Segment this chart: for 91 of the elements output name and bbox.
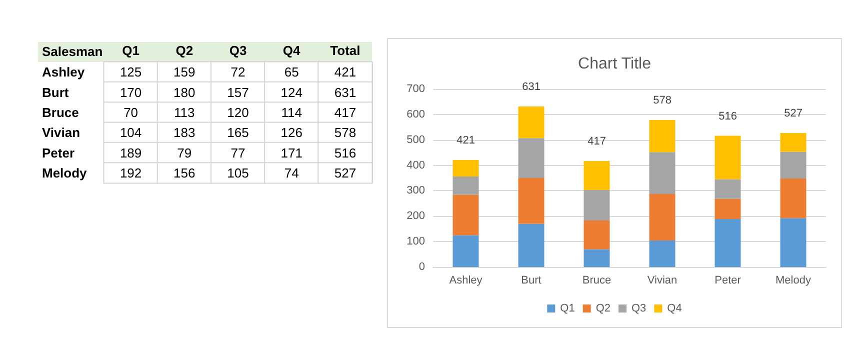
bar [518, 138, 544, 178]
y-tick-label: 200 [406, 210, 425, 222]
data-label: 516 [334, 145, 356, 160]
x-tick-label: Peter [714, 274, 742, 286]
total-label: 578 [653, 94, 672, 107]
bar [714, 136, 741, 180]
y-tick-label: Melody [42, 165, 88, 180]
y-tick-label: 400 [406, 159, 425, 172]
x-tick-label: Q1 [122, 43, 140, 58]
x-tick-label: Ashley [449, 274, 483, 286]
bar [452, 160, 479, 176]
x-tick-label: Bruce [582, 274, 612, 286]
y-tick-label: 700 [406, 83, 425, 95]
data-label: 170 [120, 84, 142, 100]
data-label: 157 [227, 84, 249, 100]
bar [780, 132, 806, 152]
data-label: 183 [174, 125, 196, 140]
data-label: 113 [174, 104, 195, 120]
total-label: 417 [588, 135, 606, 148]
data-label: 165 [227, 125, 249, 140]
bar [649, 194, 676, 241]
bar [584, 249, 610, 267]
bar [584, 220, 610, 250]
bar [584, 160, 610, 190]
data-label: 72 [230, 64, 246, 80]
chart-title: Chart Title [578, 56, 652, 72]
data-label: 120 [227, 104, 249, 120]
data-label: 124 [280, 84, 302, 100]
data-label: 114 [281, 104, 302, 120]
x-tick-label: Q4 [282, 43, 302, 58]
bar [649, 152, 676, 194]
y-tick-label: Peter [42, 145, 75, 160]
data-label: 417 [334, 104, 356, 120]
data-label: 421 [334, 64, 356, 80]
total-label: 516 [718, 110, 737, 122]
data-label: 105 [227, 165, 249, 180]
bar [452, 176, 479, 195]
bar [714, 218, 741, 267]
total-label: 421 [456, 134, 475, 146]
y-tick-label: Vivian [42, 125, 80, 140]
bar [518, 224, 544, 267]
bar [649, 240, 676, 267]
bar [518, 178, 544, 224]
data-label: 70 [124, 104, 138, 120]
data-label: 159 [174, 64, 196, 80]
bar [452, 194, 479, 236]
total-label: 631 [522, 81, 540, 94]
y-tick-label: 300 [406, 184, 425, 197]
x-tick-label: Q3 [229, 43, 247, 58]
y-tick-label: Burt [42, 84, 70, 100]
total-label: 527 [784, 107, 802, 120]
bar [714, 198, 741, 219]
x-tick-label: Burt [521, 274, 542, 286]
bar [714, 179, 741, 199]
data-label: 79 [177, 145, 192, 160]
data-label: 65 [284, 64, 299, 80]
y-tick-label: 100 [406, 236, 425, 248]
data-label: 74 [284, 165, 299, 180]
bar [780, 218, 806, 267]
data-label: 180 [174, 84, 196, 100]
data-label: 189 [120, 145, 142, 160]
bar [518, 106, 544, 138]
data-label: 171 [280, 145, 302, 160]
data-label: 631 [334, 84, 356, 100]
bar [649, 120, 676, 152]
data-label: 125 [120, 64, 142, 80]
y-axis-title: Salesman [42, 44, 103, 59]
bar [452, 235, 479, 267]
data-label: 77 [230, 145, 246, 160]
bar [780, 178, 806, 218]
data-label: 527 [334, 165, 356, 180]
legend-label: Q3 [632, 302, 646, 314]
bar [584, 190, 610, 220]
bar [780, 152, 806, 179]
data-label: 578 [334, 125, 356, 140]
y-tick-label: 600 [406, 108, 425, 120]
y-tick-label: Bruce [42, 104, 79, 120]
data-label: 192 [120, 165, 142, 180]
legend-label: Q4 [667, 302, 682, 314]
y-tick-label: 0 [418, 261, 425, 273]
y-tick-label: Ashley [42, 64, 86, 80]
data-label: 126 [280, 125, 302, 140]
x-tick-label: Q2 [176, 43, 194, 58]
data-label: 156 [174, 165, 196, 180]
legend-label: Q1 [560, 302, 575, 314]
x-tick-label: Vivian [647, 274, 678, 286]
x-tick-label: Melody [776, 274, 812, 286]
data-label: 104 [120, 125, 142, 140]
legend-label: Q2 [596, 302, 611, 314]
x-tick-label: Total [330, 43, 360, 58]
y-tick-label: 500 [406, 134, 425, 146]
